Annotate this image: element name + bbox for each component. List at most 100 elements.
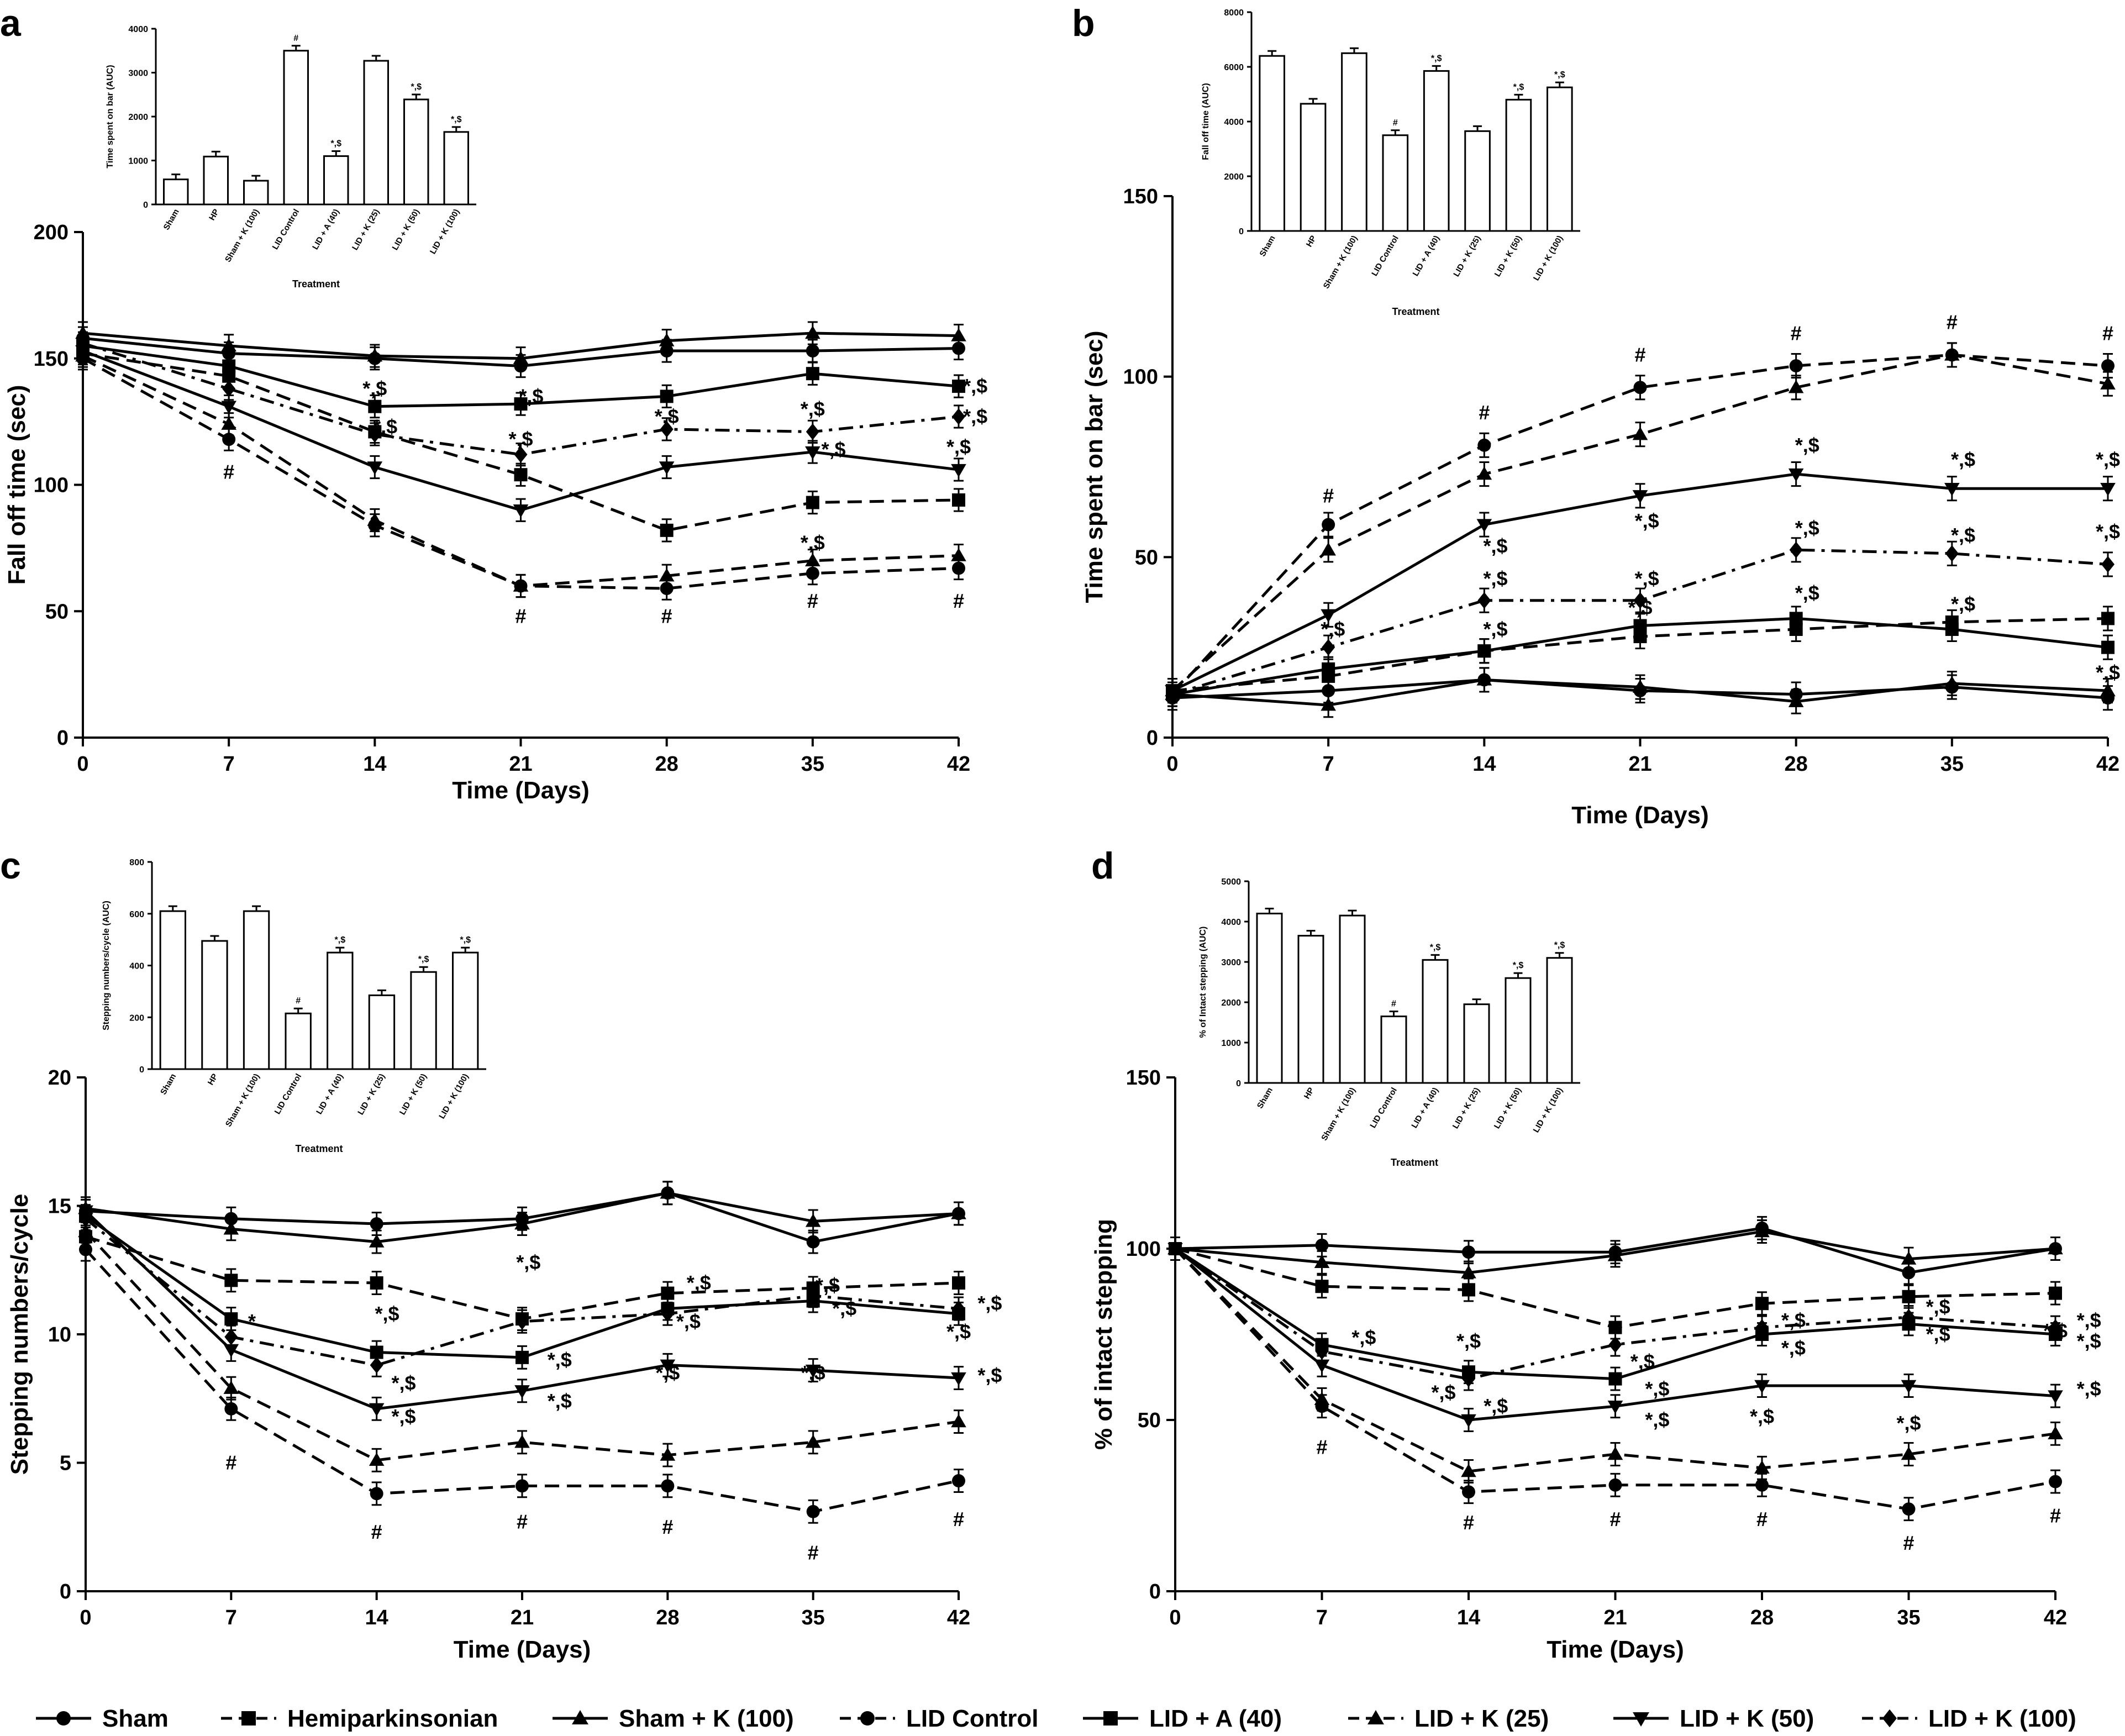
significance-label: #	[1323, 484, 1334, 507]
data-point	[224, 1274, 238, 1287]
y-tick-label: 5	[60, 1452, 71, 1475]
significance-label: *,$	[676, 1310, 701, 1333]
data-point	[952, 493, 965, 507]
x-tick-label: 0	[1169, 1606, 1181, 1629]
inset-bar	[1297, 935, 1324, 1084]
x-tick-label: 7	[223, 753, 235, 776]
significance-label: *,$	[1926, 1295, 1950, 1318]
data-point	[806, 1235, 820, 1249]
inset-bar	[1256, 912, 1283, 1084]
significance-label: *,$	[508, 428, 533, 450]
data-point	[222, 380, 236, 397]
significance-label: *,$	[801, 532, 825, 554]
data-point	[661, 1479, 675, 1493]
inset-bar	[403, 98, 429, 206]
data-point	[514, 1434, 530, 1448]
inset-category-label: LID + K (25)	[1451, 234, 1482, 278]
series-line	[1174, 1247, 2056, 1381]
significance-label: #	[225, 1451, 236, 1474]
x-tick-label: 28	[656, 1606, 679, 1629]
significance-label: #	[662, 1516, 673, 1538]
data-point	[1477, 644, 1491, 658]
inset-category-label: LID + A (40)	[311, 208, 341, 251]
legend-marker	[572, 1710, 588, 1725]
significance-label: *,$	[655, 405, 679, 428]
data-point	[660, 1185, 676, 1199]
data-point	[1476, 672, 1492, 686]
inset-significance-label: #	[296, 996, 301, 1006]
data-point	[514, 468, 528, 482]
data-point	[1788, 380, 1804, 393]
y-axis-title: Time spent on bar (sec)	[1081, 330, 1108, 603]
data-point	[1633, 630, 1647, 644]
data-point	[806, 1281, 820, 1295]
legend-marker	[1633, 1712, 1649, 1727]
inset-category-label: Sham	[1258, 234, 1277, 259]
inset-bar	[452, 951, 479, 1070]
inset-bar	[1464, 130, 1491, 232]
significance-label: *,$	[1795, 434, 1819, 456]
x-tick-label: 14	[365, 1606, 388, 1629]
x-tick-label: 28	[655, 753, 678, 776]
data-point	[2101, 556, 2115, 573]
data-point	[513, 350, 529, 364]
legend-marker	[1367, 1710, 1384, 1725]
inset-bar	[1547, 86, 1573, 232]
panel-letter: a	[0, 2, 22, 44]
data-point	[1608, 1321, 1622, 1334]
inset-bar	[159, 910, 186, 1070]
significance-label: *,$	[801, 1361, 825, 1384]
x-tick-label: 0	[1166, 753, 1178, 776]
significance-label: *,$	[1484, 1395, 1508, 1417]
data-point	[660, 1447, 676, 1461]
significance-label: #	[1947, 311, 1958, 334]
significance-label: *,$	[1795, 517, 1819, 539]
data-point	[2048, 1241, 2063, 1255]
inset-significance-label: *,$	[1554, 941, 1565, 950]
inset-significance-label: #	[1393, 118, 1398, 128]
data-point	[805, 325, 820, 339]
significance-label: *,$	[1321, 618, 1345, 640]
data-point	[514, 1385, 530, 1399]
inset-category-label: LID Control	[1368, 1086, 1399, 1130]
x-tick-label: 7	[1323, 753, 1334, 776]
inset-significance-label: *,$	[1430, 943, 1441, 952]
panel-c: c 0 7 14 21 28 35 42 0 5 10 15 20 Time (Days) Stepping…	[0, 845, 1002, 1663]
legend-label: LID + K (25)	[1414, 1705, 1549, 1732]
inset-y-tick-label: 4000	[1224, 118, 1244, 127]
inset-significance-label: *,$	[460, 935, 471, 945]
x-tick-label: 14	[363, 753, 386, 776]
inset-category-label: Sham + K (100)	[224, 1072, 262, 1129]
data-point	[1321, 697, 1336, 711]
series-lid-k-100-	[1169, 1237, 2062, 1391]
inset-bar	[1380, 1016, 1407, 1084]
data-point	[1788, 693, 1804, 707]
data-point	[513, 504, 529, 518]
data-point	[369, 1403, 385, 1417]
data-point	[368, 399, 382, 413]
data-point	[805, 553, 820, 566]
legend-marker	[56, 1711, 71, 1726]
data-point	[370, 1356, 383, 1374]
x-axis-title: Time (Days)	[454, 1636, 591, 1663]
significance-label: *,$	[801, 397, 825, 420]
data-point	[806, 344, 819, 358]
inset-significance-label: *,$	[330, 139, 341, 149]
significance-label: *,$	[1896, 1412, 1921, 1434]
data-point	[516, 1312, 529, 1326]
data-point	[806, 367, 819, 381]
x-tick-label: 42	[947, 753, 970, 776]
significance-label: *,$	[1456, 1329, 1481, 1352]
data-point	[659, 333, 675, 346]
inset-y-tick-label: 1000	[128, 157, 148, 166]
inset-y-tick-label: 400	[129, 962, 144, 971]
data-point	[952, 1276, 965, 1290]
significance-label: *,$	[2077, 1309, 2101, 1332]
inset-x-title: Treatment	[1391, 1157, 1438, 1168]
legend-item: LID Control	[840, 1705, 1039, 1732]
data-point	[2049, 1286, 2062, 1300]
data-point	[951, 1372, 966, 1386]
x-tick-label: 28	[1785, 753, 1808, 776]
legend-label: LID Control	[906, 1705, 1039, 1732]
inset-y-tick-label: 4000	[1221, 918, 1241, 927]
